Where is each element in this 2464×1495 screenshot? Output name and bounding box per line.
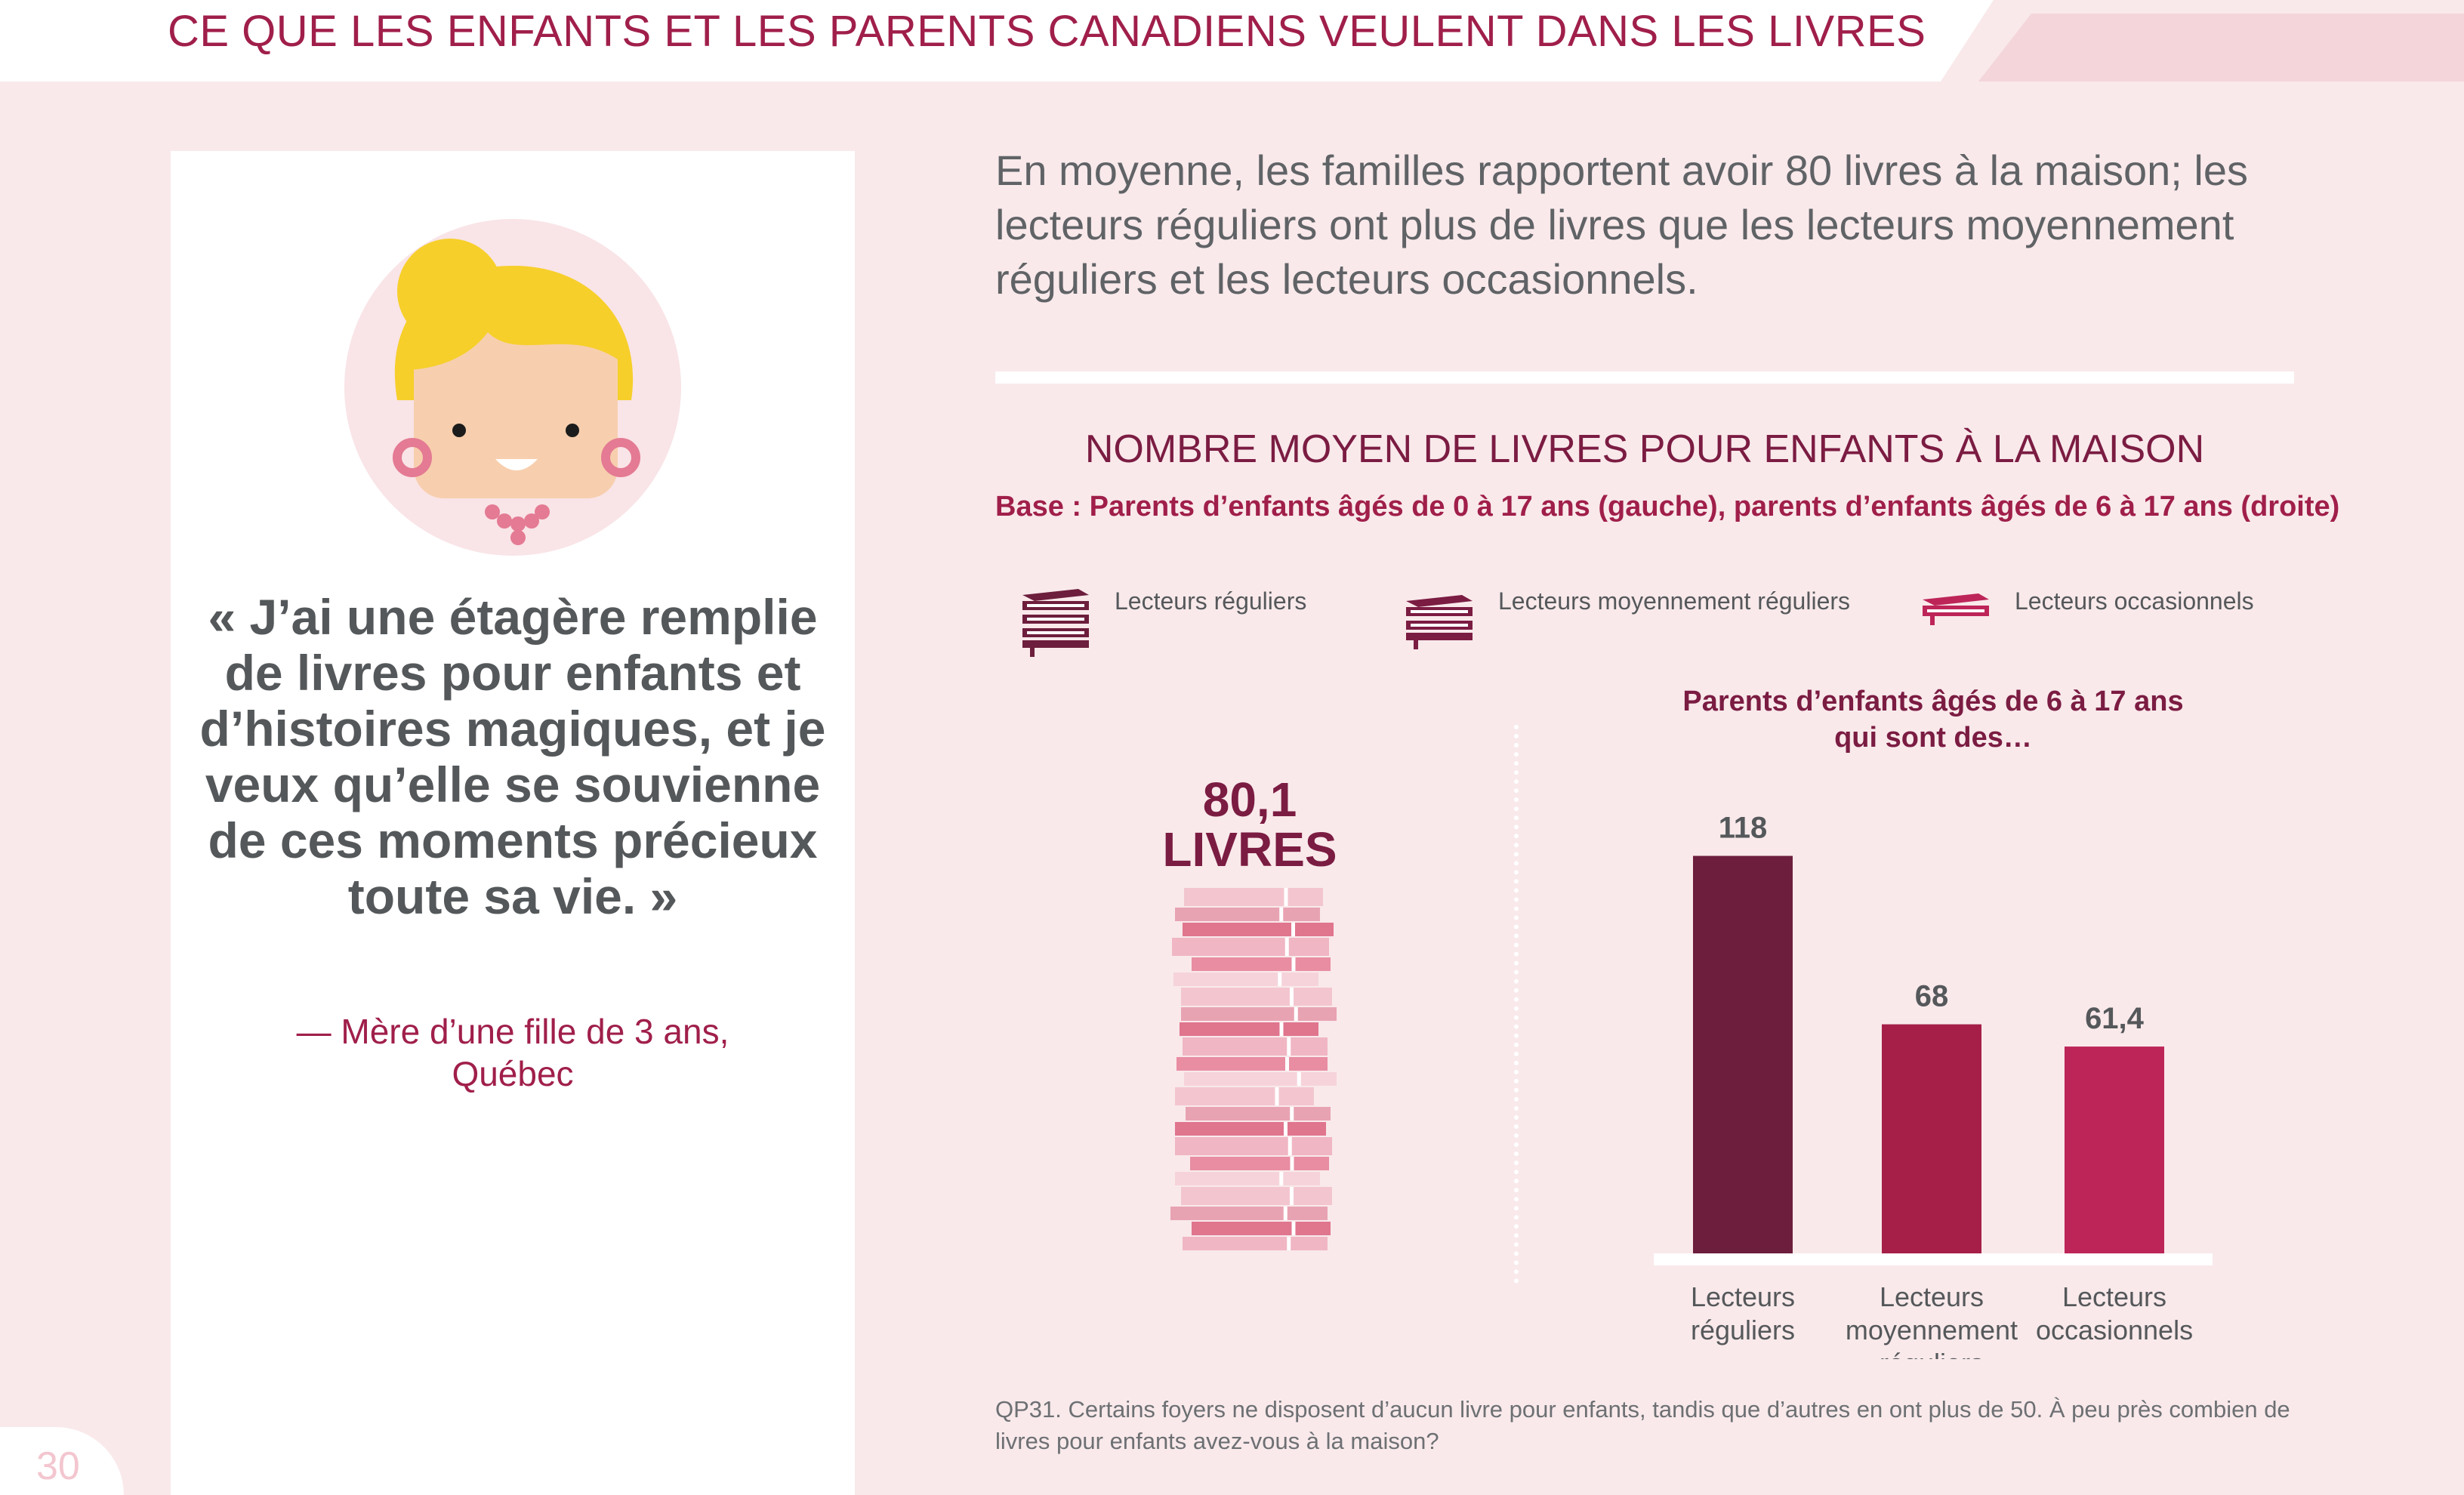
- attribution-line-2: Québec: [452, 1054, 574, 1093]
- book-spine-line: [1278, 973, 1282, 986]
- section-divider: [995, 371, 2294, 384]
- dotted-divider: [1514, 725, 1519, 1284]
- page-number: 30: [36, 1444, 80, 1488]
- bar-2: [2065, 1046, 2164, 1253]
- stacked-book: [1183, 923, 1334, 936]
- stacked-book: [1175, 1137, 1332, 1155]
- book-spine-line: [1285, 1057, 1289, 1071]
- stacked-book: [1175, 1172, 1320, 1185]
- stacked-book: [1184, 1072, 1337, 1086]
- book-spine-line: [1291, 1222, 1296, 1235]
- stacked-book: [1181, 1007, 1337, 1021]
- total-unit: LIVRES: [1162, 822, 1337, 877]
- book-spine-line: [1291, 923, 1295, 936]
- book-spine-line: [1291, 957, 1296, 971]
- stacked-book: [1175, 1122, 1326, 1136]
- stacked-book: [1192, 957, 1331, 971]
- bar-value-label: 61,4: [2085, 1002, 2145, 1035]
- book-spine-line: [1290, 1187, 1294, 1205]
- quote-text: « J’ai une étagère remplie de livres pou…: [199, 589, 826, 924]
- chart-subtitle: Base : Parents d’enfants âgés de 0 à 17 …: [995, 491, 2340, 522]
- stacked-book: [1175, 908, 1320, 921]
- category-label: moyennement: [1846, 1315, 2018, 1346]
- subchart-title-line-1: Parents d’enfants âgés de 6 à 17 ans: [1682, 686, 2184, 717]
- stacked-book: [1170, 1207, 1328, 1220]
- bar-chart: 118Lecteursréguliers68Lecteursmoyennemen…: [1654, 812, 2213, 1359]
- stacked-book: [1183, 1237, 1328, 1250]
- quote-attribution: — Mère d’une fille de 3 ans, Québec: [189, 1010, 837, 1095]
- category-label: Lecteurs: [1880, 1281, 1984, 1312]
- book-spine-line: [1275, 1087, 1279, 1105]
- book-spine-line: [1290, 1107, 1294, 1120]
- stacked-book: [1181, 1187, 1332, 1205]
- book-stack-illustration: [1170, 888, 1337, 1250]
- page-number-tab: 30: [0, 1427, 124, 1495]
- intro-text: En moyenne, les familles rapportent avoi…: [995, 146, 2248, 303]
- stacked-book: [1181, 988, 1332, 1006]
- subchart-title-line-2: qui sont des…: [1834, 722, 2032, 754]
- book-spine-line: [1287, 1037, 1291, 1056]
- book-single-icon: [1923, 593, 1989, 625]
- book-spine-line: [1279, 1172, 1284, 1185]
- bar-value-label: 68: [1915, 980, 1949, 1013]
- stacked-book: [1180, 1022, 1318, 1036]
- category-label: Lecteurs: [1691, 1281, 1795, 1312]
- stacked-book: [1183, 1037, 1328, 1056]
- book-stack-large-icon: [1022, 589, 1089, 657]
- avatar-illustration: [344, 219, 681, 556]
- footnote: QP31. Certains foyers ne disposent d’auc…: [995, 1396, 2290, 1454]
- stacked-book: [1184, 888, 1323, 906]
- stacked-book: [1190, 1157, 1329, 1170]
- bar-0: [1693, 855, 1793, 1253]
- book-spine-line: [1279, 908, 1284, 921]
- category-label: Lecteurs: [2062, 1281, 2166, 1312]
- book-spine-line: [1290, 1157, 1294, 1170]
- book-spine-line: [1297, 1072, 1301, 1086]
- legend-label: Lecteurs moyennement réguliers: [1498, 587, 1851, 615]
- book-spine-line: [1290, 988, 1294, 1006]
- legend-label: Lecteurs occasionnels: [2015, 587, 2254, 615]
- total-value: 80,1: [1202, 772, 1297, 827]
- book-spine-line: [1288, 1137, 1292, 1155]
- baseline-axis: [1654, 1253, 2213, 1265]
- book-spine-line: [1294, 1007, 1298, 1021]
- stacked-book: [1176, 1057, 1328, 1071]
- book-stack-medium-icon: [1406, 595, 1473, 649]
- book-spine-line: [1287, 1237, 1291, 1250]
- page-title: CE QUE LES ENFANTS ET LES PARENTS CANADI…: [168, 7, 1926, 56]
- stacked-book: [1172, 938, 1329, 956]
- stacked-book: [1175, 1087, 1314, 1105]
- header-band: [0, 0, 2464, 82]
- attribution-line-1: — Mère d’une fille de 3 ans,: [296, 1012, 729, 1051]
- subchart-title: Parents d’enfants âgés de 6 à 17 ans qui…: [1624, 683, 2243, 756]
- total-books-value: 80,1 LIVRES: [1095, 775, 1405, 874]
- stacked-book: [1173, 973, 1318, 986]
- legend-label: Lecteurs réguliers: [1115, 587, 1307, 615]
- stacked-book: [1192, 1222, 1331, 1235]
- book-spine-line: [1279, 1022, 1284, 1036]
- book-spine-line: [1284, 938, 1289, 956]
- bar-value-label: 118: [1719, 812, 1768, 845]
- book-spine-line: [1283, 1207, 1288, 1220]
- category-label: réguliers: [1691, 1315, 1795, 1346]
- stacked-book: [1186, 1107, 1331, 1120]
- category-label: occasionnels: [2036, 1315, 2193, 1346]
- book-spine-line: [1284, 1122, 1288, 1136]
- bar-1: [1882, 1024, 1981, 1253]
- book-spine-line: [1284, 888, 1288, 906]
- category-label: réguliers: [1880, 1348, 1984, 1359]
- chart-title: NOMBRE MOYEN DE LIVRES POUR ENFANTS À LA…: [1084, 427, 2205, 471]
